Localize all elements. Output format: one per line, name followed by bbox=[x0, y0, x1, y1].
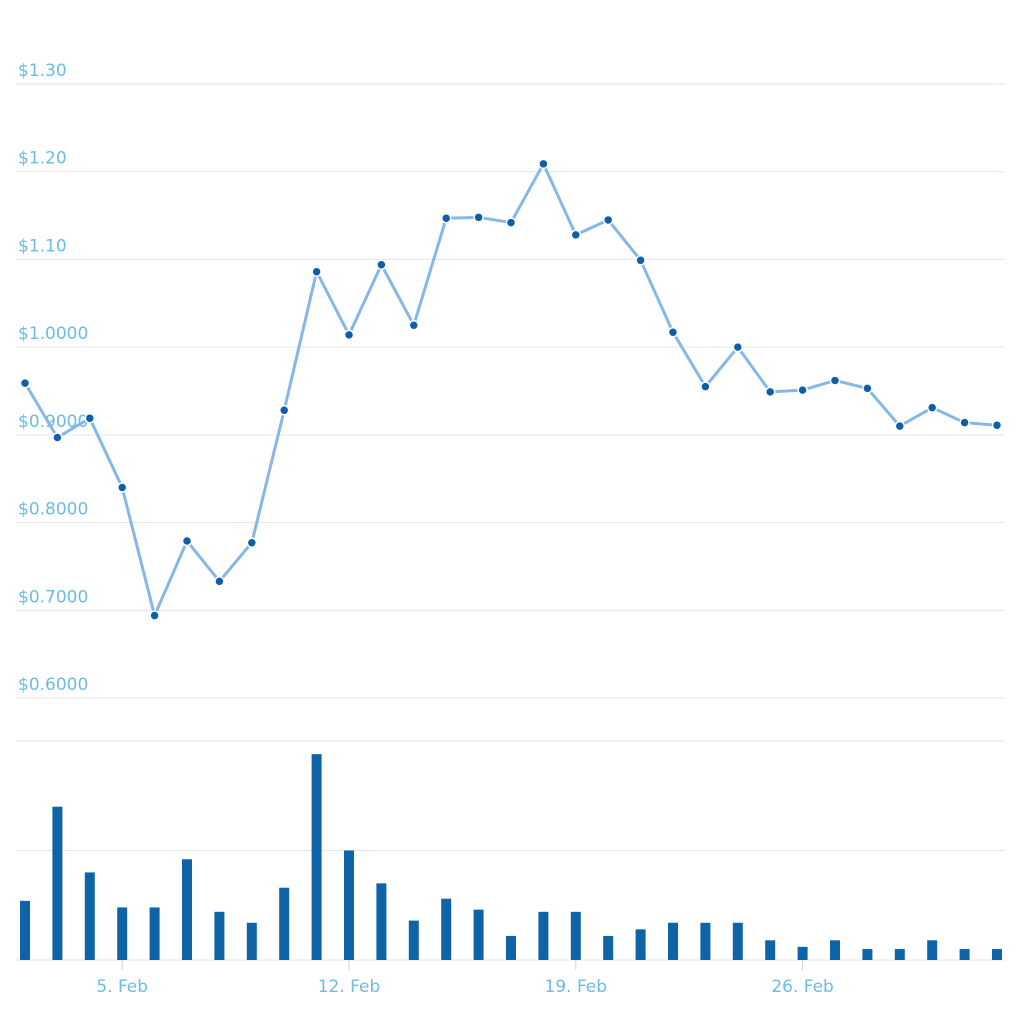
volume-bar[interactable] bbox=[830, 940, 840, 960]
volume-bar[interactable] bbox=[376, 883, 387, 960]
price-gridlines bbox=[16, 83, 1005, 699]
volume-bar[interactable] bbox=[20, 900, 30, 960]
price-point[interactable] bbox=[667, 326, 679, 338]
volume-bar[interactable] bbox=[279, 887, 290, 960]
price-point[interactable] bbox=[732, 341, 744, 353]
price-point[interactable] bbox=[959, 417, 970, 428]
volume-bar[interactable] bbox=[570, 911, 581, 960]
x-tick-label: 5. Feb bbox=[96, 977, 148, 997]
price-point[interactable] bbox=[926, 402, 938, 413]
price-y-tick-label: $1.30 bbox=[18, 61, 67, 81]
price-point[interactable] bbox=[408, 319, 420, 331]
price-y-tick-label: $0.7000 bbox=[18, 587, 88, 607]
price-y-tick-label: $1.20 bbox=[18, 149, 67, 169]
volume-bar[interactable] bbox=[668, 922, 678, 960]
volume-bar[interactable] bbox=[927, 940, 938, 960]
volume-bar[interactable] bbox=[84, 872, 95, 960]
price-point[interactable] bbox=[181, 535, 193, 547]
price-point[interactable] bbox=[538, 158, 549, 170]
price-point[interactable] bbox=[246, 537, 258, 548]
volume-bar[interactable] bbox=[894, 949, 905, 960]
price-point[interactable] bbox=[84, 412, 96, 424]
price-y-tick-label: $0.9000 bbox=[18, 412, 88, 432]
price-y-tick-label: $0.6000 bbox=[18, 675, 88, 695]
price-point[interactable] bbox=[149, 610, 160, 621]
volume-bars[interactable] bbox=[20, 754, 1002, 960]
price-point[interactable] bbox=[764, 386, 776, 398]
x-axis: 5. Feb 12. Feb 19. Feb 26. Feb bbox=[96, 960, 834, 997]
volume-bar[interactable] bbox=[214, 911, 225, 960]
volume-bar[interactable] bbox=[182, 859, 192, 960]
volume-bar[interactable] bbox=[862, 949, 873, 960]
price-y-tick-label: $1.0000 bbox=[18, 324, 88, 344]
price-point[interactable] bbox=[602, 214, 614, 226]
volume-bar[interactable] bbox=[992, 949, 1002, 960]
volume-bar[interactable] bbox=[797, 946, 808, 960]
volume-bar[interactable] bbox=[311, 754, 322, 960]
price-line bbox=[23, 162, 998, 618]
volume-bar[interactable] bbox=[959, 949, 970, 960]
price-point[interactable] bbox=[635, 255, 646, 266]
price-point[interactable] bbox=[19, 377, 31, 389]
price-series[interactable] bbox=[19, 158, 1003, 621]
price-point[interactable] bbox=[505, 217, 517, 228]
price-y-axis-labels: $1.30 $1.20 $1.10 $1.0000 $0.9000 $0.8000 $0.7… bbox=[18, 61, 88, 695]
volume-bar[interactable] bbox=[765, 940, 776, 960]
price-y-tick-label: $1.10 bbox=[18, 236, 67, 256]
price-point[interactable] bbox=[343, 329, 355, 341]
price-point[interactable] bbox=[376, 259, 387, 270]
volume-bar[interactable] bbox=[246, 922, 257, 960]
price-point[interactable] bbox=[311, 266, 322, 277]
volume-bar[interactable] bbox=[700, 922, 711, 960]
volume-bar[interactable] bbox=[117, 907, 128, 960]
volume-bar[interactable] bbox=[603, 935, 614, 960]
price-point[interactable] bbox=[797, 384, 808, 396]
volume-bar[interactable] bbox=[149, 907, 160, 960]
price-point[interactable] bbox=[116, 482, 128, 493]
price-point[interactable] bbox=[570, 229, 582, 241]
price-point[interactable] bbox=[440, 212, 452, 224]
price-y-tick-label: $0.8000 bbox=[18, 500, 88, 520]
price-point[interactable] bbox=[52, 432, 63, 443]
volume-bar[interactable] bbox=[52, 806, 63, 960]
x-tick-label: 12. Feb bbox=[318, 977, 381, 997]
volume-bar[interactable] bbox=[473, 909, 484, 960]
volume-gridlines bbox=[16, 740, 1005, 961]
volume-bar[interactable] bbox=[344, 850, 354, 961]
volume-bar[interactable] bbox=[408, 920, 419, 960]
volume-bar[interactable] bbox=[441, 898, 452, 960]
volume-bar[interactable] bbox=[538, 911, 549, 960]
price-point[interactable] bbox=[894, 420, 906, 432]
price-point[interactable] bbox=[991, 419, 1003, 431]
price-point[interactable] bbox=[829, 375, 841, 386]
price-point[interactable] bbox=[862, 383, 873, 394]
volume-bar[interactable] bbox=[506, 935, 516, 960]
price-point[interactable] bbox=[700, 381, 711, 392]
x-tick-label: 26. Feb bbox=[771, 977, 834, 997]
volume-bar[interactable] bbox=[635, 929, 646, 960]
price-point[interactable] bbox=[473, 212, 484, 223]
price-point[interactable] bbox=[214, 576, 225, 587]
volume-bar[interactable] bbox=[732, 922, 743, 960]
price-point[interactable] bbox=[278, 405, 290, 416]
x-tick-label: 19. Feb bbox=[545, 977, 608, 997]
